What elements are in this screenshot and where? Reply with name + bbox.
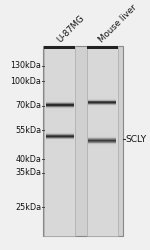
Bar — [46, 104, 74, 105]
Bar — [44, 46, 75, 49]
Text: SCLY: SCLY — [125, 135, 147, 144]
Bar — [88, 145, 116, 146]
Bar — [46, 142, 74, 143]
Bar — [88, 100, 116, 101]
Text: 55kDa: 55kDa — [15, 126, 41, 135]
Bar — [88, 137, 116, 138]
Bar — [46, 105, 74, 106]
Bar — [46, 106, 74, 107]
Bar — [46, 102, 74, 103]
Bar — [88, 103, 116, 104]
Bar — [88, 99, 116, 100]
Bar — [88, 139, 116, 140]
Bar — [88, 105, 116, 106]
Bar — [46, 130, 74, 131]
Bar — [46, 99, 74, 100]
Bar — [88, 135, 116, 136]
Bar — [46, 140, 74, 141]
Bar — [46, 109, 74, 110]
Bar — [46, 137, 74, 138]
Bar — [88, 138, 116, 139]
Bar — [88, 142, 116, 143]
Bar — [46, 141, 74, 142]
Text: 25kDa: 25kDa — [15, 202, 41, 211]
Text: U-87MG: U-87MG — [55, 14, 86, 44]
Bar — [46, 134, 74, 135]
Bar — [88, 97, 116, 98]
Text: 40kDa: 40kDa — [15, 155, 41, 164]
Bar — [88, 144, 116, 145]
Bar — [88, 107, 116, 108]
Bar — [88, 146, 116, 147]
Bar — [88, 104, 116, 105]
Bar — [46, 103, 74, 104]
Bar — [88, 96, 116, 97]
Bar — [87, 46, 118, 49]
Bar — [88, 98, 116, 99]
Bar — [46, 107, 74, 108]
Bar — [43, 46, 123, 236]
Bar — [46, 111, 74, 112]
Text: 35kDa: 35kDa — [15, 168, 41, 177]
Bar — [88, 133, 116, 134]
Bar — [46, 136, 74, 137]
Bar — [46, 139, 74, 140]
Bar — [88, 141, 116, 142]
Text: Mouse liver: Mouse liver — [97, 3, 139, 44]
Bar — [46, 132, 74, 133]
Text: 70kDa: 70kDa — [15, 101, 41, 110]
Bar — [46, 133, 74, 134]
Bar — [88, 101, 116, 102]
Bar — [88, 102, 116, 103]
Bar — [88, 106, 116, 107]
Bar — [46, 131, 74, 132]
Bar — [88, 136, 116, 137]
Bar — [88, 134, 116, 135]
Bar — [46, 138, 74, 139]
Text: 130kDa: 130kDa — [10, 61, 41, 70]
Bar — [87, 46, 118, 236]
Bar — [46, 110, 74, 111]
Bar — [46, 98, 74, 99]
Bar — [46, 135, 74, 136]
Bar — [46, 101, 74, 102]
Text: 100kDa: 100kDa — [10, 77, 41, 86]
Bar — [46, 108, 74, 109]
Bar — [46, 100, 74, 101]
Bar — [88, 143, 116, 144]
Bar — [88, 147, 116, 148]
Bar — [44, 46, 75, 236]
Bar — [88, 140, 116, 141]
